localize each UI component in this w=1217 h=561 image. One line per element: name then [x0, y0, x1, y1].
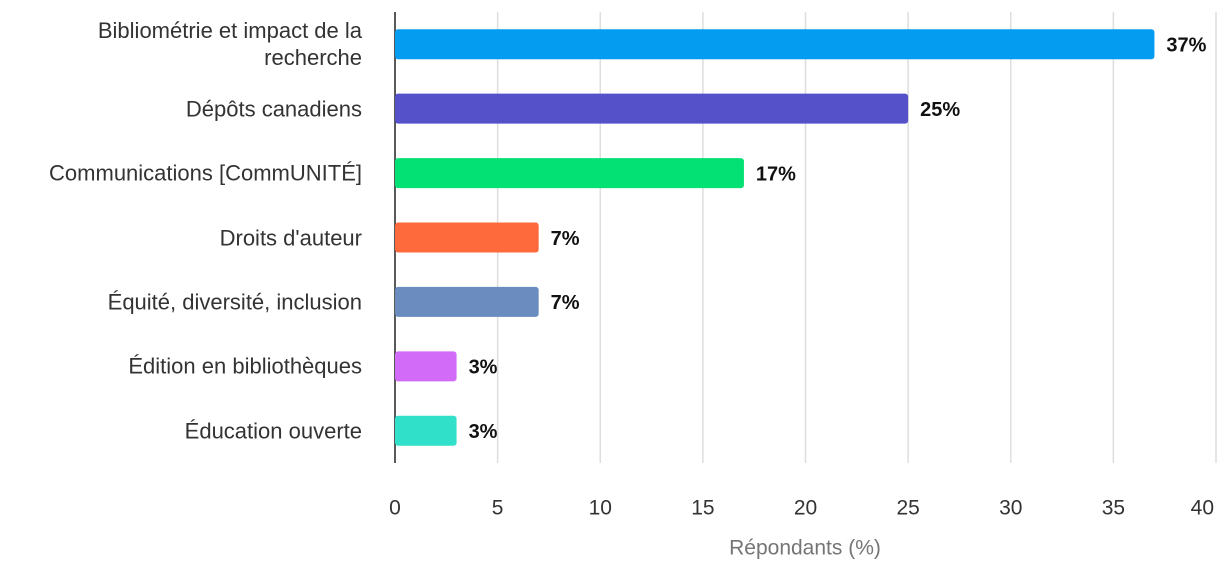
- value-label: 25%: [920, 99, 960, 121]
- x-tick-label: 25: [896, 497, 919, 520]
- value-label: 7%: [551, 228, 580, 250]
- x-tick-label: 15: [691, 497, 714, 520]
- value-label: 7%: [551, 292, 580, 314]
- x-tick-label: 0: [389, 497, 401, 520]
- x-tick-label: 20: [794, 497, 817, 520]
- x-tick-label: 5: [492, 497, 504, 520]
- bar: [395, 222, 539, 253]
- value-label: 3%: [469, 357, 498, 379]
- y-tick-label: Éducation ouverte: [184, 418, 362, 444]
- x-tick-label: 30: [999, 497, 1022, 520]
- value-label: 17%: [756, 163, 796, 185]
- bar: [395, 158, 744, 189]
- x-tick-label: 35: [1102, 497, 1125, 520]
- value-label: 37%: [1166, 34, 1206, 56]
- bar: [395, 29, 1155, 60]
- bar: [395, 415, 457, 446]
- value-label: 3%: [469, 421, 498, 443]
- y-tick-label: Bibliométrie et impact de la recherche: [97, 18, 362, 71]
- y-tick-label: Communications [CommUNITÉ]: [49, 160, 362, 186]
- x-tick-label: 40: [1191, 497, 1214, 520]
- x-tick-label: 10: [589, 497, 612, 520]
- bar: [395, 351, 457, 382]
- y-tick-label: Droits d'auteur: [219, 225, 362, 250]
- y-tick-label: Équité, diversité, inclusion: [107, 289, 362, 315]
- y-tick-label: Dépôts canadiens: [185, 96, 362, 122]
- x-axis-title: Répondants (%): [729, 537, 881, 560]
- bar: [395, 286, 539, 317]
- bar: [395, 93, 909, 124]
- y-tick-label: Édition en bibliothèques: [128, 353, 362, 379]
